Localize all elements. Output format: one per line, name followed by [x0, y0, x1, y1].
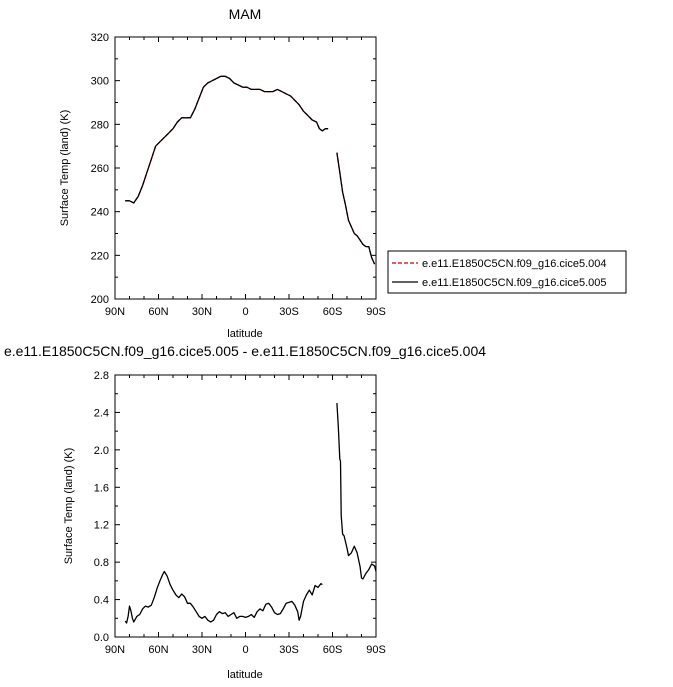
top-y-axis-label: Surface Temp (land) (K): [59, 110, 71, 227]
top-y-tick-label: 240: [91, 207, 109, 219]
top-x-tick-label: 30N: [192, 306, 212, 318]
top-x-tick-label: 30S: [279, 306, 299, 318]
top-plot: MAM 90N 60N 30N 0 30S 60S 90S 200 220 240 260 280 30…: [59, 6, 386, 340]
bottom-plot: e.e11.E1850C5CN.f09_g16.cice5.005 - e.e1…: [4, 343, 486, 681]
bottom-x-tick-label: 30N: [192, 644, 212, 656]
bottom-y-tick-label: 0.0: [94, 632, 109, 644]
top-plot-title: MAM: [229, 6, 262, 22]
bottom-x-tick-label: 90S: [366, 644, 386, 656]
bottom-x-axis-label: latitude: [227, 669, 262, 681]
bottom-series-line-0: [336, 403, 377, 580]
top-series-line-1: [336, 152, 376, 265]
bottom-x-tick-label: 30S: [279, 644, 299, 656]
legend: e.e11.E1850C5CN.f09_g16.cice5.004 e.e11.…: [387, 250, 627, 294]
bottom-y-axis-label: Surface Temp (land) (K): [63, 448, 75, 565]
top-x-tick-label: 90S: [366, 306, 386, 318]
bottom-x-tick-label: 60N: [148, 644, 168, 656]
top-y-tick-label: 260: [91, 163, 109, 175]
bottom-plot-title: e.e11.E1850C5CN.f09_g16.cice5.005 - e.e1…: [4, 343, 486, 359]
top-y-tick-label: 200: [91, 294, 109, 306]
bottom-x-tick-label: 60S: [323, 644, 343, 656]
bottom-y-tick-label: 0.8: [94, 557, 109, 569]
bottom-y-tick-label: 1.2: [94, 520, 109, 532]
legend-label-series-005: e.e11.E1850C5CN.f09_g16.cice5.005: [422, 277, 607, 289]
top-y-tick-label: 320: [91, 32, 109, 44]
bottom-y-tick-label: 2.8: [94, 370, 109, 382]
top-series-line-1: [125, 75, 329, 204]
top-y-tick-label: 280: [91, 119, 109, 131]
bottom-y-tick-label: 1.6: [94, 482, 109, 494]
top-x-axis-label: latitude: [227, 328, 262, 340]
top-x-tick-label: 60N: [148, 306, 168, 318]
legend-label-series-004: e.e11.E1850C5CN.f09_g16.cice5.004: [422, 258, 607, 270]
bottom-y-tick-label: 2.4: [94, 407, 109, 419]
bottom-x-tick-label: 90N: [105, 644, 125, 656]
bottom-y-tick-label: 2.0: [94, 445, 109, 457]
top-series-line-0: [125, 75, 329, 204]
bottom-x-tick-label: 0: [242, 644, 248, 656]
top-x-tick-label: 0: [242, 306, 248, 318]
bottom-series-line-0: [124, 570, 323, 624]
top-y-tick-label: 220: [91, 250, 109, 262]
top-x-tick-label: 90N: [105, 306, 125, 318]
top-x-tick-label: 60S: [323, 306, 343, 318]
bottom-y-tick-label: 0.4: [94, 595, 109, 607]
legend-box: [387, 250, 627, 294]
top-plot-frame: [114, 36, 377, 300]
top-y-tick-label: 300: [91, 76, 109, 88]
